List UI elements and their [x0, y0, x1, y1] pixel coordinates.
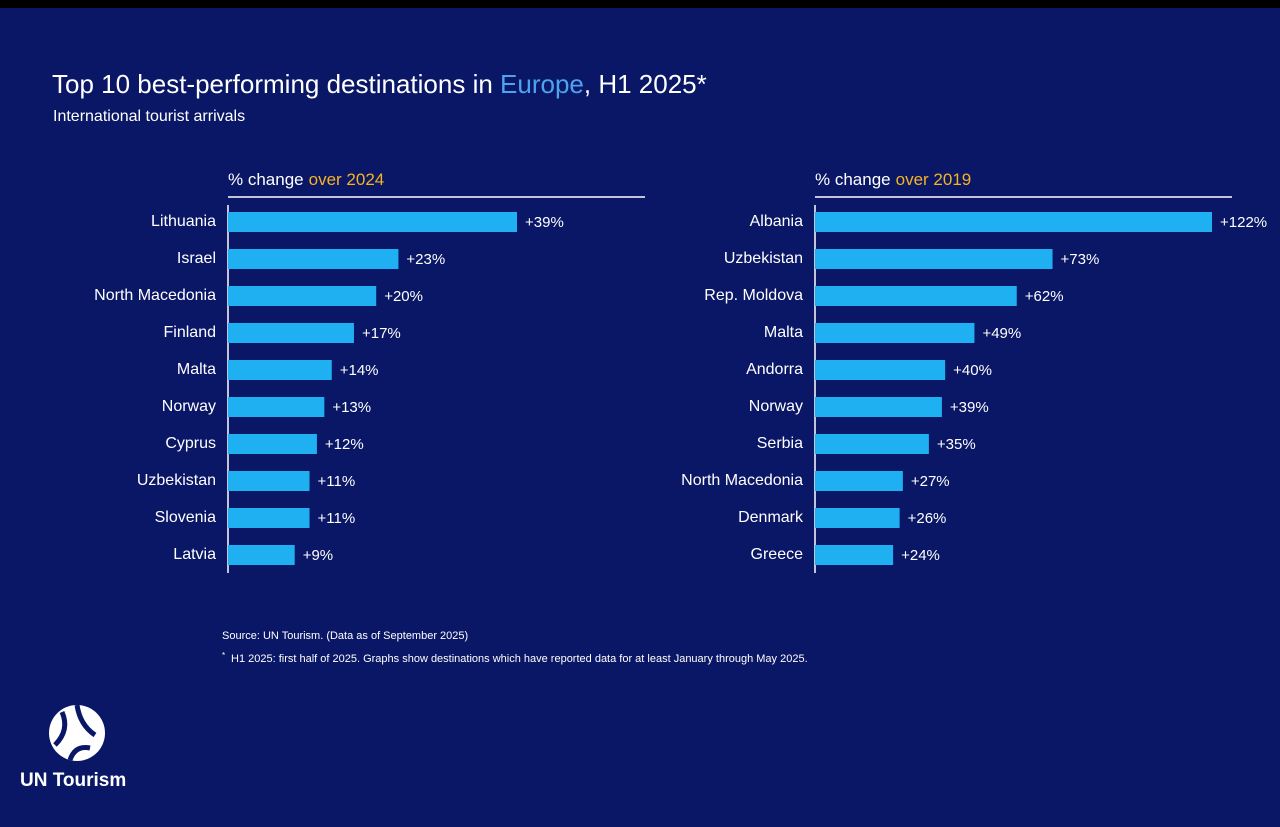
bar — [228, 212, 517, 232]
category-label: Greece — [751, 546, 804, 563]
value-label: +23% — [406, 251, 445, 268]
bar — [815, 286, 1017, 306]
category-label: North Macedonia — [681, 472, 803, 489]
category-label: Albania — [750, 213, 803, 230]
bar — [815, 323, 975, 343]
page-title: Top 10 best-performing destinations in E… — [52, 69, 707, 99]
bar — [815, 434, 929, 454]
bar — [228, 397, 325, 417]
category-label: Serbia — [757, 435, 803, 452]
bar — [815, 360, 946, 380]
category-label: Slovenia — [155, 509, 216, 526]
value-label: +35% — [937, 436, 976, 453]
subtitle: International tourist arrivals — [53, 108, 245, 125]
chart-title: % change over 2024 — [228, 170, 384, 189]
bar — [815, 508, 900, 528]
value-label: +24% — [901, 547, 940, 564]
source: Source: UN Tourism. (Data as of Septembe… — [222, 630, 468, 642]
title-text: , H1 2025* — [584, 69, 707, 99]
category-label: Malta — [177, 361, 216, 378]
logo-icon — [49, 704, 105, 761]
bar — [228, 286, 377, 306]
value-label: +39% — [950, 399, 989, 416]
category-label: Norway — [749, 398, 803, 415]
title-highlight: Europe — [500, 69, 584, 99]
bar — [228, 323, 354, 343]
bar — [228, 360, 332, 380]
category-label: Uzbekistan — [137, 472, 216, 489]
category-label: North Macedonia — [94, 287, 216, 304]
value-label: +9% — [303, 547, 333, 564]
category-label: Israel — [177, 250, 216, 267]
chart-title-highlight: over 2019 — [896, 170, 972, 189]
bar — [815, 212, 1212, 232]
category-label: Uzbekistan — [724, 250, 803, 267]
value-label: +11% — [318, 473, 356, 490]
value-label: +40% — [953, 362, 992, 379]
charts: % change over 2024 Lithuania +39% Israel +23%… — [94, 170, 1267, 573]
category-label: Andorra — [746, 361, 803, 378]
chart-title-text: % change — [228, 170, 304, 189]
bar — [228, 545, 295, 565]
chart-title-text: % change — [815, 170, 891, 189]
logo-text: UN Tourism — [20, 770, 126, 791]
value-label: +27% — [911, 473, 950, 490]
value-label: +14% — [340, 362, 379, 379]
value-label: +13% — [332, 399, 371, 416]
value-label: +73% — [1061, 251, 1100, 268]
category-label: Denmark — [738, 509, 804, 526]
bar — [228, 471, 310, 491]
category-label: Lithuania — [151, 213, 216, 230]
chart-title: % change over 2019 — [815, 170, 971, 189]
value-label: +20% — [384, 288, 423, 305]
title-text: Top 10 best-performing destinations in — [52, 69, 500, 99]
category-label: Rep. Moldova — [704, 287, 803, 304]
bar — [228, 249, 399, 269]
top-strip — [0, 0, 1280, 8]
category-label: Malta — [764, 324, 803, 341]
value-label: +122% — [1220, 214, 1267, 231]
bar — [815, 545, 894, 565]
category-label: Latvia — [173, 546, 216, 563]
bar — [815, 471, 903, 491]
note-mark: * — [222, 651, 225, 660]
value-label: +17% — [362, 325, 401, 342]
chart-title-highlight: over 2024 — [309, 170, 385, 189]
category-label: Cyprus — [165, 435, 216, 452]
value-label: +39% — [525, 214, 564, 231]
bar — [815, 397, 942, 417]
note: H1 2025: first half of 2025. Graphs show… — [231, 653, 808, 665]
bar — [815, 249, 1053, 269]
value-label: +11% — [318, 510, 356, 527]
bar — [228, 508, 310, 528]
value-label: +26% — [908, 510, 947, 527]
category-label: Finland — [164, 324, 216, 341]
value-label: +62% — [1025, 288, 1064, 305]
value-label: +49% — [982, 325, 1021, 342]
value-label: +12% — [325, 436, 364, 453]
category-label: Norway — [162, 398, 216, 415]
bar — [228, 434, 317, 454]
